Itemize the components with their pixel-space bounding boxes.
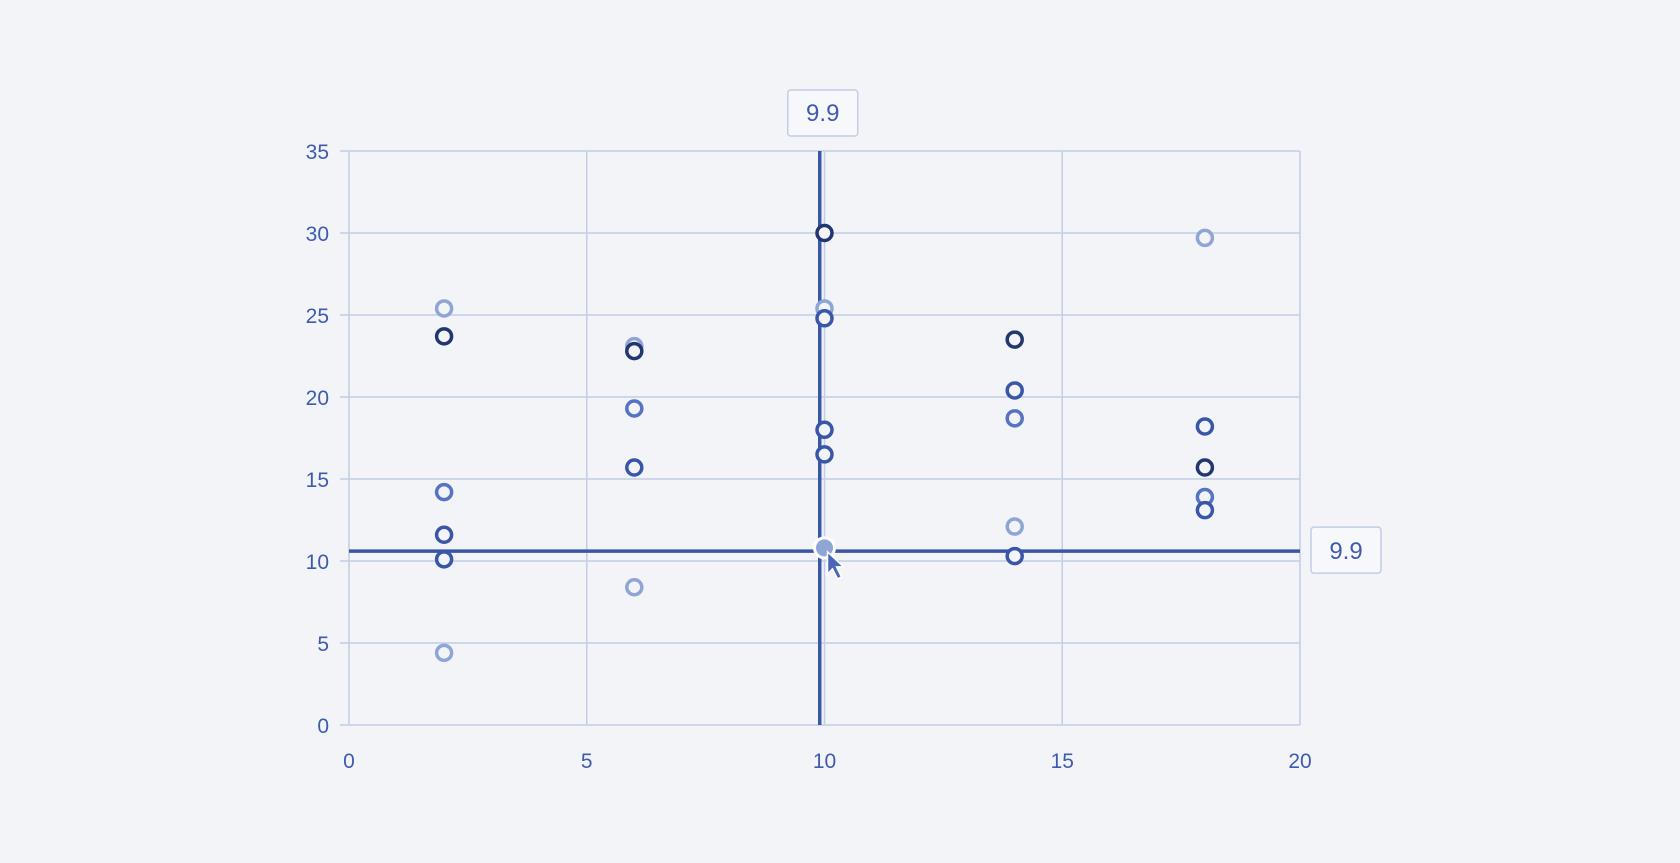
x-tick-label: 10 <box>813 750 836 773</box>
x-tick-label: 5 <box>581 750 593 773</box>
y-tick-label: 25 <box>306 305 329 328</box>
data-point[interactable] <box>434 525 454 545</box>
data-point[interactable] <box>434 643 454 663</box>
x-crosshair-tooltip-label: 9.9 <box>806 100 839 127</box>
y-tick-label: 20 <box>306 387 329 410</box>
data-point[interactable] <box>625 399 644 418</box>
x-tick-label: 0 <box>343 750 355 773</box>
data-point[interactable] <box>1005 546 1024 566</box>
data-point[interactable] <box>1005 517 1024 536</box>
data-point[interactable] <box>434 299 454 318</box>
hover-marker <box>813 536 846 580</box>
y-axis-ticks: 0 5 10 15 20 25 30 35 <box>306 141 329 738</box>
x-tick-label: 20 <box>1288 750 1311 773</box>
y-crosshair-tooltip-label: 9.9 <box>1329 538 1362 565</box>
data-point[interactable] <box>815 309 834 328</box>
data-point[interactable] <box>434 550 454 569</box>
data-points <box>434 223 1215 663</box>
y-tick-label: 35 <box>306 141 329 164</box>
data-point[interactable] <box>815 223 834 243</box>
data-point[interactable] <box>1005 330 1024 349</box>
data-point[interactable] <box>1005 381 1024 400</box>
data-point[interactable] <box>625 458 644 477</box>
y-tick-label: 5 <box>317 633 329 656</box>
data-point[interactable] <box>1195 500 1215 520</box>
data-point[interactable] <box>625 577 644 597</box>
x-crosshair-tooltip <box>786 89 859 137</box>
data-point[interactable] <box>434 327 454 346</box>
data-point[interactable] <box>434 482 454 502</box>
data-point[interactable] <box>1195 417 1215 436</box>
y-tick-label: 15 <box>306 469 329 492</box>
crosshair-tooltips: 9.9 9.9 <box>786 89 1382 574</box>
mouse-cursor-icon <box>826 550 846 580</box>
x-tick-label: 15 <box>1051 750 1074 773</box>
y-tick-label: 30 <box>306 223 329 246</box>
data-point[interactable] <box>815 445 834 464</box>
data-point[interactable] <box>625 341 644 361</box>
y-tick-label: 0 <box>317 715 329 738</box>
y-crosshair-tooltip <box>1310 526 1382 574</box>
x-axis-ticks: 0 5 10 15 20 <box>343 750 1312 773</box>
data-point[interactable] <box>815 420 834 440</box>
data-point[interactable] <box>1195 458 1215 477</box>
y-tick-label: 10 <box>306 551 329 574</box>
data-point[interactable] <box>1005 409 1024 428</box>
data-point[interactable] <box>1195 228 1215 248</box>
